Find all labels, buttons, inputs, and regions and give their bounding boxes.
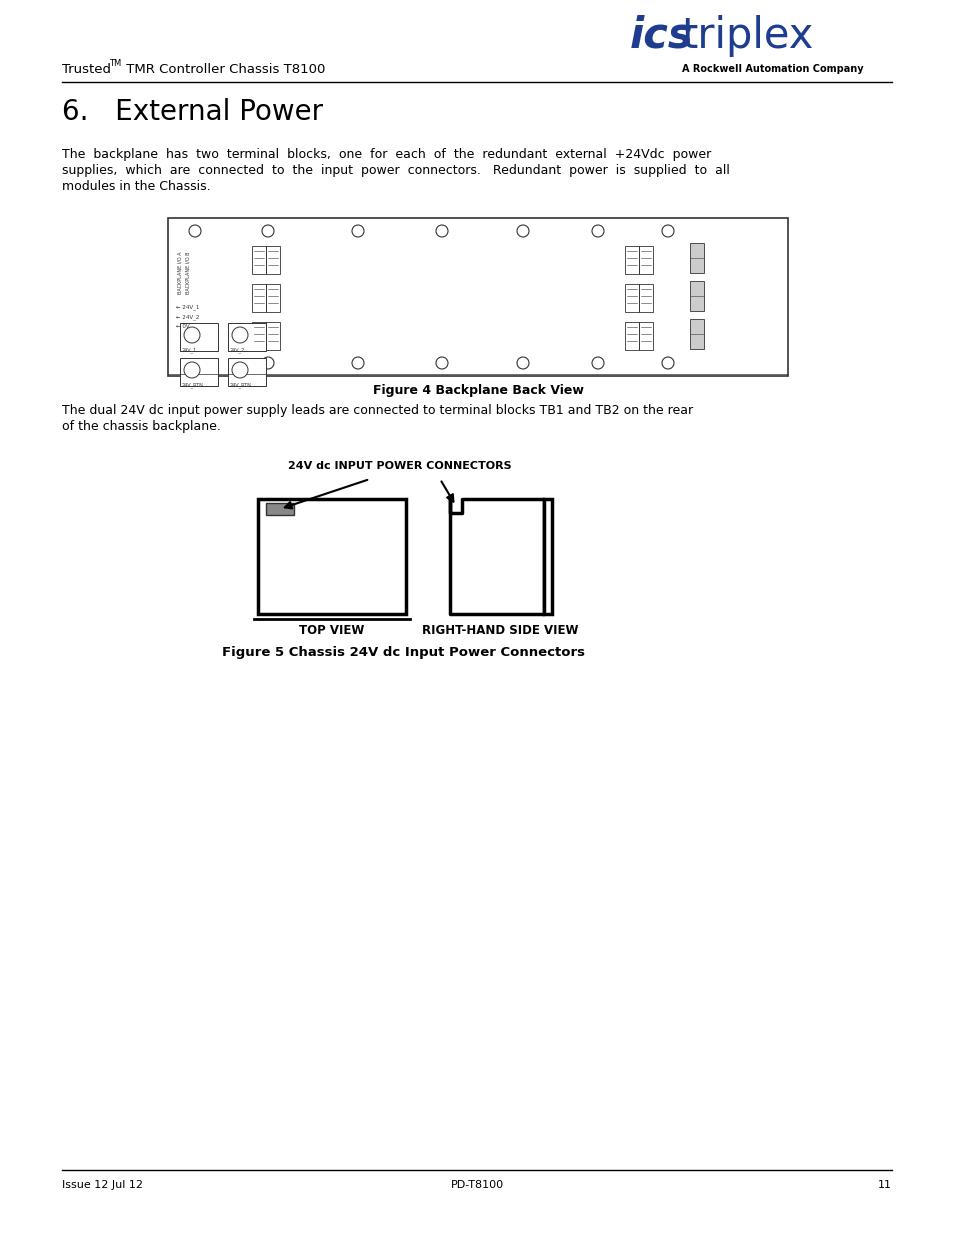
- Bar: [639, 246, 652, 274]
- Text: BACKPLANE I/O B: BACKPLANE I/O B: [186, 252, 191, 294]
- Circle shape: [262, 225, 274, 237]
- Text: Figure 5 Chassis 24V dc Input Power Connectors: Figure 5 Chassis 24V dc Input Power Conn…: [222, 646, 585, 659]
- Text: 24V_2: 24V_2: [230, 347, 245, 353]
- Bar: [252, 322, 266, 350]
- Text: The  backplane  has  two  terminal  blocks,  one  for  each  of  the  redundant : The backplane has two terminal blocks, o…: [62, 148, 711, 161]
- Bar: [639, 284, 652, 312]
- Text: ← 24V_2: ← 24V_2: [175, 314, 199, 320]
- Bar: [639, 322, 652, 350]
- Text: ← 0V: ← 0V: [175, 324, 190, 329]
- Circle shape: [661, 225, 673, 237]
- Text: 24V_RTN: 24V_RTN: [230, 382, 252, 388]
- Circle shape: [592, 225, 603, 237]
- Text: Trusted: Trusted: [62, 63, 111, 77]
- Text: The dual 24V dc input power supply leads are connected to terminal blocks TB1 an: The dual 24V dc input power supply leads…: [62, 404, 693, 417]
- Circle shape: [352, 225, 364, 237]
- Text: TMR Controller Chassis T8100: TMR Controller Chassis T8100: [122, 63, 325, 77]
- Bar: [689, 282, 703, 311]
- Text: 11: 11: [877, 1179, 891, 1191]
- Bar: [689, 243, 703, 273]
- Circle shape: [232, 327, 248, 343]
- Bar: [543, 499, 552, 614]
- Bar: [624, 246, 639, 274]
- Text: A Rockwell Automation Company: A Rockwell Automation Company: [681, 64, 862, 74]
- Circle shape: [352, 357, 364, 369]
- Circle shape: [436, 357, 448, 369]
- Circle shape: [189, 225, 201, 237]
- Text: ← 24V_1: ← 24V_1: [175, 304, 199, 310]
- Bar: [180, 324, 218, 351]
- Text: of the chassis backplane.: of the chassis backplane.: [62, 420, 221, 433]
- Circle shape: [436, 225, 448, 237]
- Bar: [266, 284, 280, 312]
- Bar: [624, 322, 639, 350]
- Bar: [168, 219, 787, 375]
- Text: 24V_RTN: 24V_RTN: [182, 382, 204, 388]
- Circle shape: [517, 357, 529, 369]
- Circle shape: [262, 357, 274, 369]
- Text: 6.   External Power: 6. External Power: [62, 98, 323, 126]
- Bar: [266, 503, 294, 515]
- Text: triplex: triplex: [681, 15, 814, 57]
- Bar: [252, 284, 266, 312]
- Text: RIGHT-HAND SIDE VIEW: RIGHT-HAND SIDE VIEW: [421, 624, 578, 637]
- Bar: [266, 246, 280, 274]
- Circle shape: [184, 327, 200, 343]
- Text: ics: ics: [629, 15, 693, 57]
- Circle shape: [592, 357, 603, 369]
- Bar: [450, 499, 550, 614]
- Text: Issue 12 Jul 12: Issue 12 Jul 12: [62, 1179, 143, 1191]
- Text: modules in the Chassis.: modules in the Chassis.: [62, 180, 211, 193]
- Circle shape: [184, 362, 200, 378]
- Bar: [689, 319, 703, 350]
- Text: TM: TM: [109, 59, 121, 68]
- Bar: [266, 322, 280, 350]
- Circle shape: [517, 225, 529, 237]
- Circle shape: [232, 362, 248, 378]
- Text: Figure 4 Backplane Back View: Figure 4 Backplane Back View: [373, 384, 583, 396]
- Text: supplies,  which  are  connected  to  the  input  power  connectors.   Redundant: supplies, which are connected to the inp…: [62, 164, 729, 177]
- Text: TOP VIEW: TOP VIEW: [299, 624, 364, 637]
- Bar: [180, 358, 218, 387]
- Text: 24V_1: 24V_1: [182, 347, 197, 353]
- Bar: [228, 358, 266, 387]
- Bar: [252, 246, 266, 274]
- Text: 24V dc INPUT POWER CONNECTORS: 24V dc INPUT POWER CONNECTORS: [288, 461, 511, 471]
- Bar: [257, 499, 406, 614]
- Text: PD-T8100: PD-T8100: [450, 1179, 503, 1191]
- Circle shape: [661, 357, 673, 369]
- Text: BACKPLANE I/O A: BACKPLANE I/O A: [178, 252, 183, 294]
- Bar: [228, 324, 266, 351]
- Bar: [624, 284, 639, 312]
